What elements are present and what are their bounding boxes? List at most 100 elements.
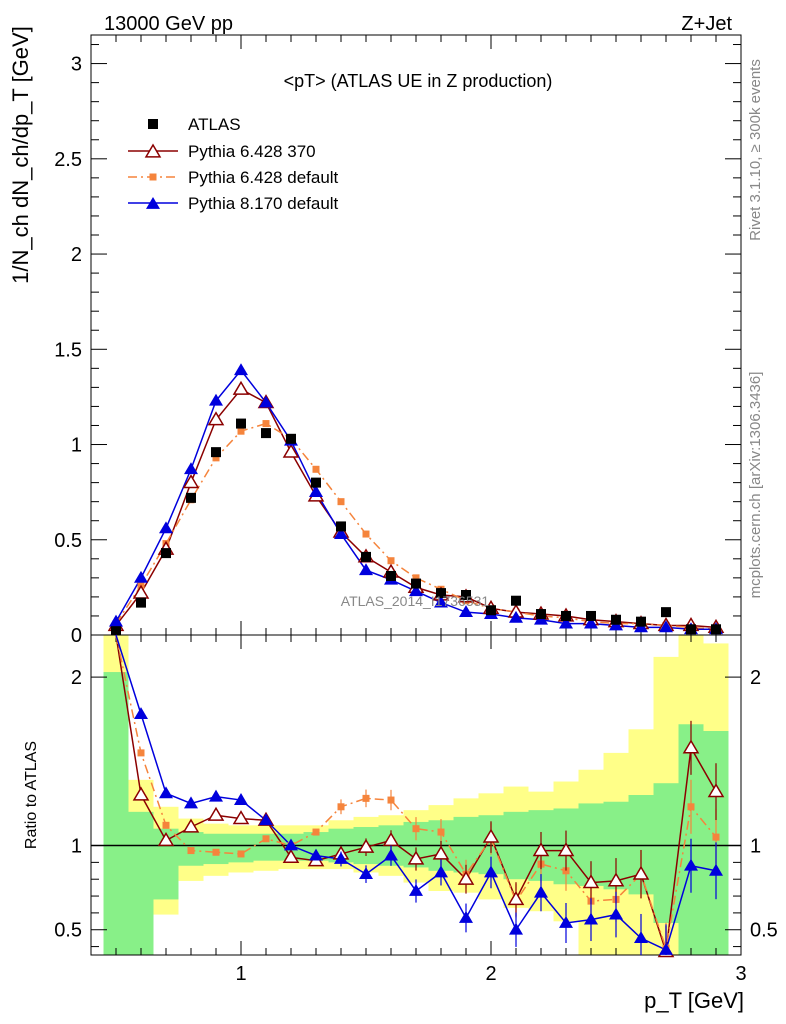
data-point [109,614,123,627]
data-point [311,477,321,488]
y-tick-label: 1.5 [54,339,82,361]
ratio-point [682,739,700,754]
lower-ylabel: Ratio to ATLAS [23,741,40,849]
y-tick-label-right: 2 [750,667,761,689]
ratio-point [709,863,723,876]
lower-panel [91,635,741,955]
ratio-point [407,850,425,865]
data-point [661,607,671,618]
legend-marker [146,197,160,209]
band-inner-bin [128,811,154,955]
ratio-point [234,793,248,805]
data-point [536,609,546,620]
ratio-point [182,818,200,833]
ratio-point [382,831,400,847]
x-tick-label: 1 [235,963,246,985]
ratio-point [259,813,273,826]
ratio-point [482,828,500,843]
data-point [309,485,323,498]
data-point [159,521,173,534]
data-point [387,557,395,565]
upper-title: <pT> (ATLAS UE in Z production) [284,71,553,91]
ratio-point [634,931,648,944]
ratio-point [507,890,525,906]
x-axis-label: p_T [GeV] [644,988,744,1013]
ratio-point [387,796,395,804]
ratio-point [237,850,245,858]
data-point [312,465,320,473]
y-tick-label: 3 [71,54,82,76]
ratio-point [457,870,475,885]
ratio-point [562,867,570,875]
data-point [232,380,250,395]
y-tick-label: 0 [71,625,82,647]
ratio-point [284,838,298,851]
x-tick-label: 3 [735,963,746,985]
ratio-point [137,749,145,757]
ratio-point [607,872,625,887]
ratio-point [582,874,600,889]
ratio-point [559,916,573,928]
ratio-point [162,821,170,829]
ratio-point [707,783,725,798]
ratio-point [207,806,225,821]
data-point [486,605,496,616]
ratio-point [187,847,195,855]
data-point [237,427,245,435]
data-point [111,626,121,637]
data-point [234,363,248,376]
data-point [337,498,345,506]
ratio-point [312,828,320,836]
data-point [359,563,373,576]
data-point [559,616,573,629]
legend-label: Pythia 6.428 370 [188,142,316,161]
data-point [262,420,270,428]
data-point [636,616,646,627]
data-point [184,462,198,475]
ratio-point [684,858,698,871]
legend-marker [144,143,162,158]
ratio-point [209,789,223,802]
data-point [584,616,598,629]
ratio-point [184,796,198,809]
x-tick-label: 2 [485,963,496,985]
data-point [509,610,523,623]
data-point [561,610,571,621]
legend-label: ATLAS [188,115,241,134]
ratio-point [362,794,370,802]
data-point [136,597,146,608]
data-point [511,595,521,606]
ratio-point [484,865,498,878]
ratio-point [412,825,420,833]
data-point [334,527,348,539]
ratio-point [434,865,448,878]
data-point [459,605,473,618]
ratio-point [584,912,598,925]
y-tick-label: 2 [71,667,82,689]
data-point [261,428,271,439]
data-point [286,433,296,444]
data-point [209,393,223,406]
y-tick-label: 2 [71,244,82,266]
ratio-point [132,786,150,801]
ratio-point [232,810,250,825]
ratio-point [659,942,673,955]
generator-info: Rivet 3.1.10, ≥ 300k events [747,59,764,241]
ratio-point [409,884,423,896]
ratio-point [557,842,575,857]
energy-label: 13000 GeV pp [104,13,233,35]
ratio-point [384,848,398,861]
data-point [434,595,448,608]
band-inner-bin [103,672,129,955]
ratio-point [357,838,375,853]
data-point [259,395,273,408]
data-point [161,548,171,559]
data-point [282,443,300,458]
legend-marker [148,119,158,129]
data-point [412,574,420,582]
ratio-point [282,848,300,863]
data-point [436,588,446,599]
ratio-point [157,831,175,847]
data-point [711,624,721,635]
data-point [236,418,246,429]
